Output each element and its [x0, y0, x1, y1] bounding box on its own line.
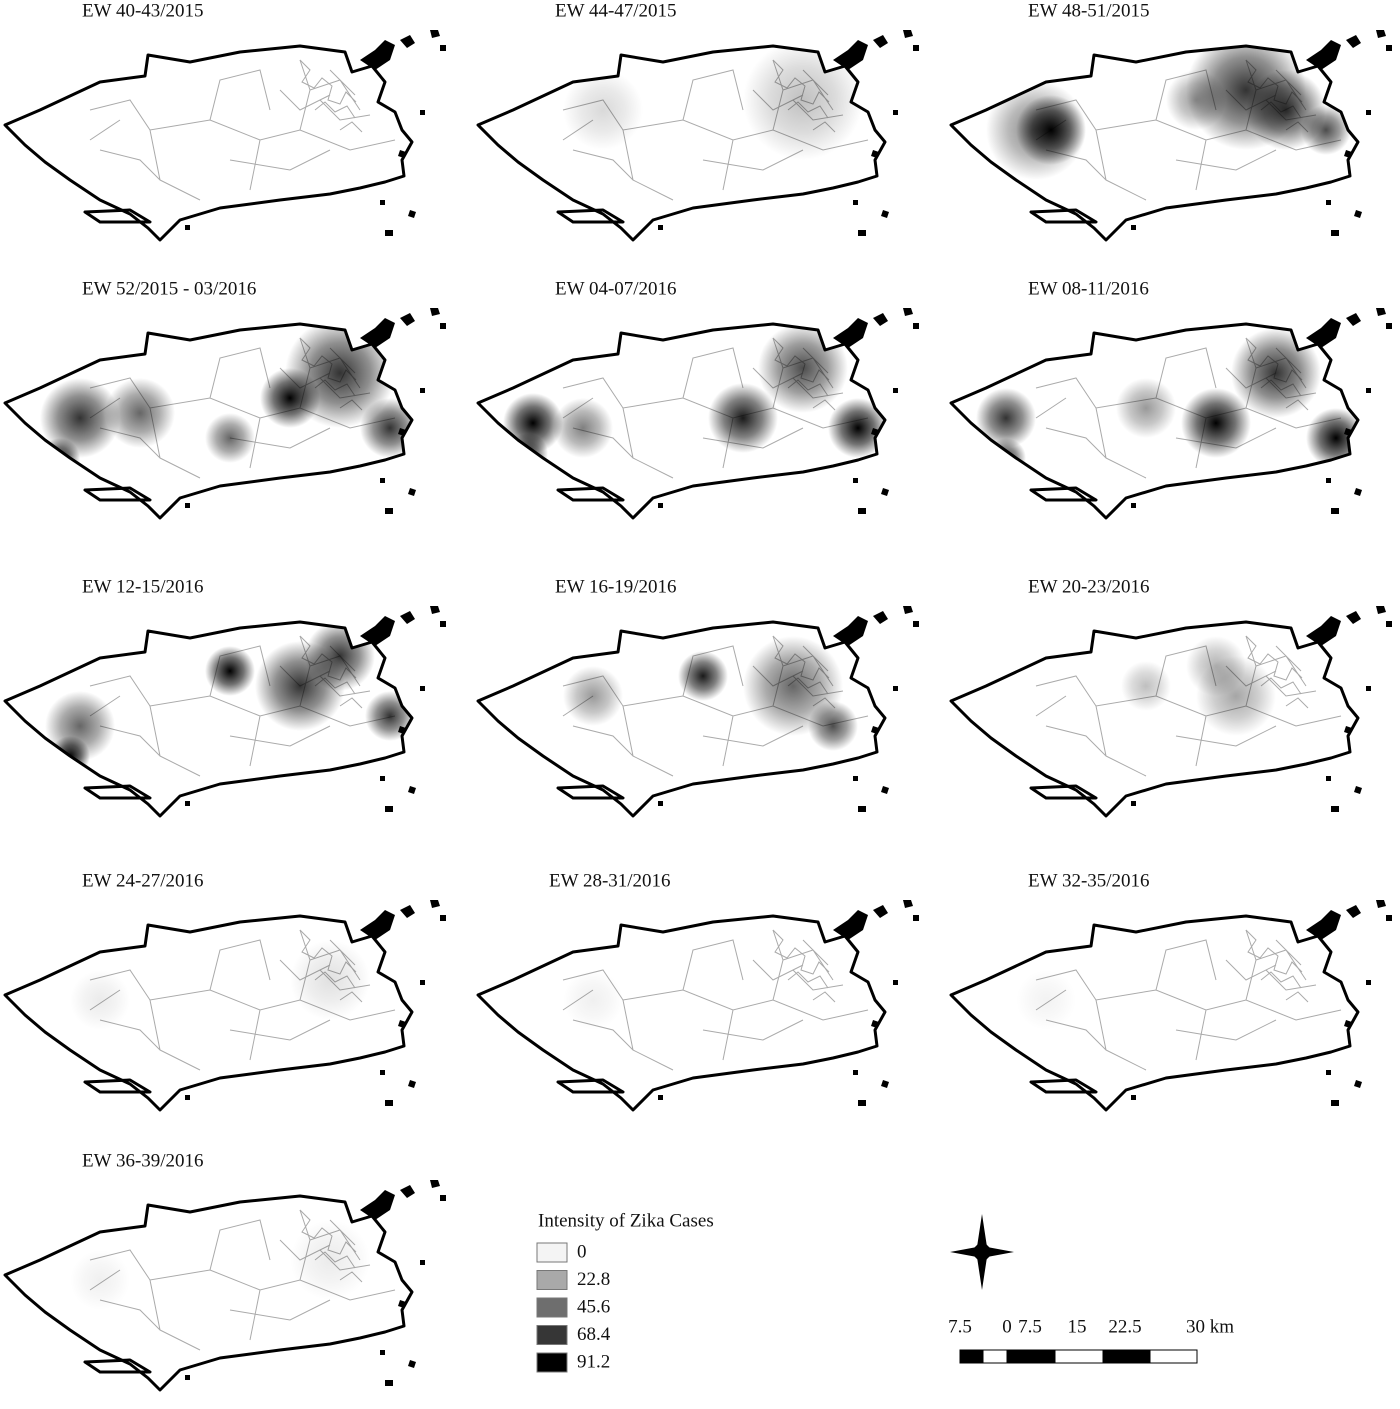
map-panel: EW 12-15/2016: [5, 576, 446, 816]
panel-title: EW 36-39/2016: [82, 1150, 204, 1171]
heat-blob: [205, 646, 255, 696]
scale-bar: 7.5 0 7.5 15 22.5 30 km: [948, 1316, 1234, 1364]
map-panel: EW 16-19/2016: [478, 576, 919, 816]
map-panel: EW 48-51/2015: [951, 0, 1392, 240]
panel-title: EW 28-31/2016: [549, 870, 671, 891]
scale-label: 15: [1068, 1316, 1087, 1337]
heat-blob: [808, 701, 858, 751]
legend-swatch: [536, 1297, 568, 1318]
map-panel: EW 04-07/2016: [478, 278, 919, 518]
heat-blob: [290, 1220, 370, 1300]
legend-label: 68.4: [577, 1324, 611, 1345]
heat-blob: [1231, 328, 1321, 418]
heat-blob: [1016, 970, 1076, 1030]
legend-swatch: [536, 1270, 568, 1290]
panel-title: EW 12-15/2016: [82, 576, 204, 597]
map-panel: EW 08-11/2016: [951, 278, 1392, 518]
heat-layer: [986, 46, 1351, 180]
heat-blob: [360, 398, 412, 458]
heat-blob: [828, 398, 885, 458]
heat-blob: [508, 433, 548, 473]
heat-blob: [1181, 388, 1251, 458]
heat-blob: [1196, 656, 1276, 736]
heat-blob: [290, 940, 370, 1020]
heat-blob: [563, 970, 623, 1030]
scale-label: 7.5: [948, 1316, 972, 1337]
heat-blob: [1116, 378, 1176, 438]
panel-title: EW 16-19/2016: [555, 576, 677, 597]
heat-blob: [708, 383, 778, 453]
map-panel: EW 52/2015 - 03/2016: [5, 278, 446, 518]
panel-title: EW 04-07/2016: [555, 278, 677, 299]
map-panel: EW 44-47/2015: [478, 0, 919, 240]
heat-blob: [678, 651, 728, 701]
legend-title: Intensity of Zika Cases: [538, 1210, 714, 1231]
heat-blob: [758, 324, 848, 413]
heat-blob: [40, 438, 80, 478]
map-panel: EW 24-27/2016: [5, 870, 446, 1110]
heat-blob: [986, 438, 1026, 478]
legend-swatch: [536, 1242, 568, 1263]
heat-layer: [70, 940, 370, 1030]
panel-title: EW 52/2015 - 03/2016: [82, 278, 256, 299]
legend-label: 45.6: [577, 1296, 610, 1317]
north-arrow: [950, 1214, 1014, 1290]
legend-swatch: [536, 1325, 568, 1345]
heat-layer: [563, 636, 858, 751]
scale-label: 7.5: [1018, 1316, 1042, 1337]
panel-title: EW 32-35/2016: [1028, 870, 1150, 891]
heat-layer: [45, 622, 412, 776]
heat-blob: [553, 398, 613, 458]
map-panel: EW 28-31/2016: [478, 870, 919, 1110]
panel-title: EW 20-23/2016: [1028, 576, 1150, 597]
heat-layer: [563, 970, 623, 1030]
heat-blob: [986, 80, 1086, 180]
heat-blob: [70, 1250, 130, 1310]
heat-layer: [1016, 970, 1076, 1030]
heat-blob: [205, 413, 255, 463]
heat-blob: [1166, 70, 1226, 130]
legend: 0 22.8 45.6 68.4 91.2: [536, 1241, 611, 1373]
map-panel: EW 36-39/2016: [5, 1150, 446, 1390]
legend-swatch: [536, 1352, 568, 1373]
heat-blob: [563, 70, 643, 150]
panel-title: EW 40-43/2015: [82, 0, 204, 21]
panel-title: EW 48-51/2015: [1028, 0, 1150, 21]
scale-label: 0: [1002, 1316, 1012, 1337]
heat-blob: [70, 970, 130, 1030]
heat-blob: [1301, 105, 1351, 155]
scale-label: 30 km: [1186, 1316, 1234, 1337]
heat-layer: [1121, 636, 1276, 736]
map-panels: EW 40-43/2015 EW 44-47/2015 EW 48-51/2015 E…: [5, 0, 1392, 1390]
legend-label: 0: [577, 1241, 587, 1262]
panel-title: EW 08-11/2016: [1028, 278, 1149, 299]
heat-blob: [305, 622, 375, 691]
heat-blob: [365, 691, 412, 741]
legend-label: 91.2: [577, 1351, 610, 1372]
heat-blob: [976, 388, 1036, 448]
panel-title: EW 44-47/2015: [555, 0, 677, 21]
heat-blob: [563, 666, 623, 726]
legend-label: 22.8: [577, 1269, 610, 1290]
map-panel: EW 40-43/2015: [5, 0, 446, 240]
heat-layer: [70, 1220, 370, 1310]
heat-blob: [1121, 661, 1171, 711]
scale-label: 22.5: [1108, 1316, 1141, 1337]
heat-blob: [105, 378, 175, 448]
panel-title: EW 24-27/2016: [82, 870, 204, 891]
map-panel: EW 32-35/2016: [951, 870, 1392, 1110]
map-panel: EW 20-23/2016: [951, 576, 1392, 816]
